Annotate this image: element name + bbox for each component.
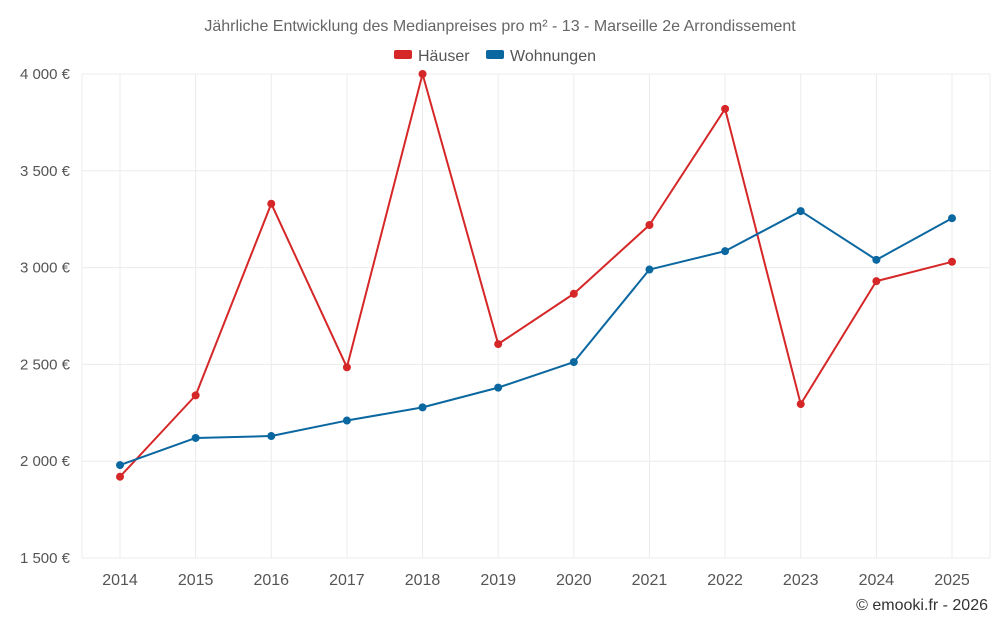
data-point xyxy=(872,277,881,286)
data-point xyxy=(418,403,427,412)
data-point xyxy=(872,255,881,264)
x-axis: 2014 2015 2016 2017 2018 2019 2020 2021 2022 2023… xyxy=(102,572,970,589)
data-point xyxy=(494,340,503,349)
x-tick-label: 2017 xyxy=(329,572,365,589)
x-tick-label: 2022 xyxy=(707,572,743,589)
x-tick-label: 2019 xyxy=(480,572,516,589)
data-point xyxy=(645,221,654,230)
data-point xyxy=(948,214,956,223)
data-point xyxy=(796,400,805,409)
x-tick-label: 2016 xyxy=(253,572,289,589)
legend-item[interactable]: Wohnungen xyxy=(486,48,596,65)
x-tick-label: 2021 xyxy=(632,572,668,589)
data-point xyxy=(116,461,124,470)
y-tick-label: 3 500 € xyxy=(20,163,71,180)
series-haeuser xyxy=(116,70,956,481)
y-tick-label: 2 500 € xyxy=(20,356,71,373)
y-axis: 1 500 € 2 000 € 2 500 € 3 000 € 3 500 € 4 000… xyxy=(20,66,71,567)
data-point xyxy=(948,257,956,266)
y-tick-label: 2 000 € xyxy=(20,453,71,470)
copyright-footer: © emooki.fr - 2026 xyxy=(856,597,988,614)
data-point xyxy=(191,391,200,400)
legend-swatch xyxy=(394,50,412,59)
x-tick-label: 2018 xyxy=(405,572,441,589)
data-point xyxy=(494,383,503,392)
x-tick-label: 2015 xyxy=(178,572,214,589)
series-line xyxy=(119,73,953,478)
data-point xyxy=(721,104,730,113)
chart-title: Jährliche Entwicklung des Medianpreises … xyxy=(204,18,796,35)
data-point xyxy=(569,289,578,298)
data-point xyxy=(267,432,276,441)
y-tick-label: 3 000 € xyxy=(20,260,71,277)
legend: Häuser Wohnungen xyxy=(394,48,596,65)
data-point xyxy=(569,358,578,367)
x-tick-label: 2025 xyxy=(934,572,970,589)
x-tick-label: 2023 xyxy=(783,572,819,589)
data-point xyxy=(116,472,124,481)
x-tick-label: 2024 xyxy=(859,572,895,589)
data-point xyxy=(191,433,200,442)
data-point xyxy=(342,416,351,425)
series-group xyxy=(116,70,956,481)
legend-label: Wohnungen xyxy=(510,48,596,65)
legend-item[interactable]: Häuser xyxy=(394,48,470,65)
data-point xyxy=(645,265,654,274)
x-tick-label: 2014 xyxy=(102,572,138,589)
grid xyxy=(81,73,991,559)
x-tick-label: 2020 xyxy=(556,572,592,589)
series-wohnungen xyxy=(116,207,956,470)
data-point xyxy=(267,199,276,208)
data-point xyxy=(721,247,730,256)
data-point xyxy=(418,70,427,78)
series-line xyxy=(119,210,953,467)
legend-label: Häuser xyxy=(418,48,470,65)
data-point xyxy=(796,207,805,216)
data-point xyxy=(342,363,351,372)
y-tick-label: 4 000 € xyxy=(20,66,71,83)
legend-swatch xyxy=(486,50,504,59)
y-tick-label: 1 500 € xyxy=(20,550,71,567)
